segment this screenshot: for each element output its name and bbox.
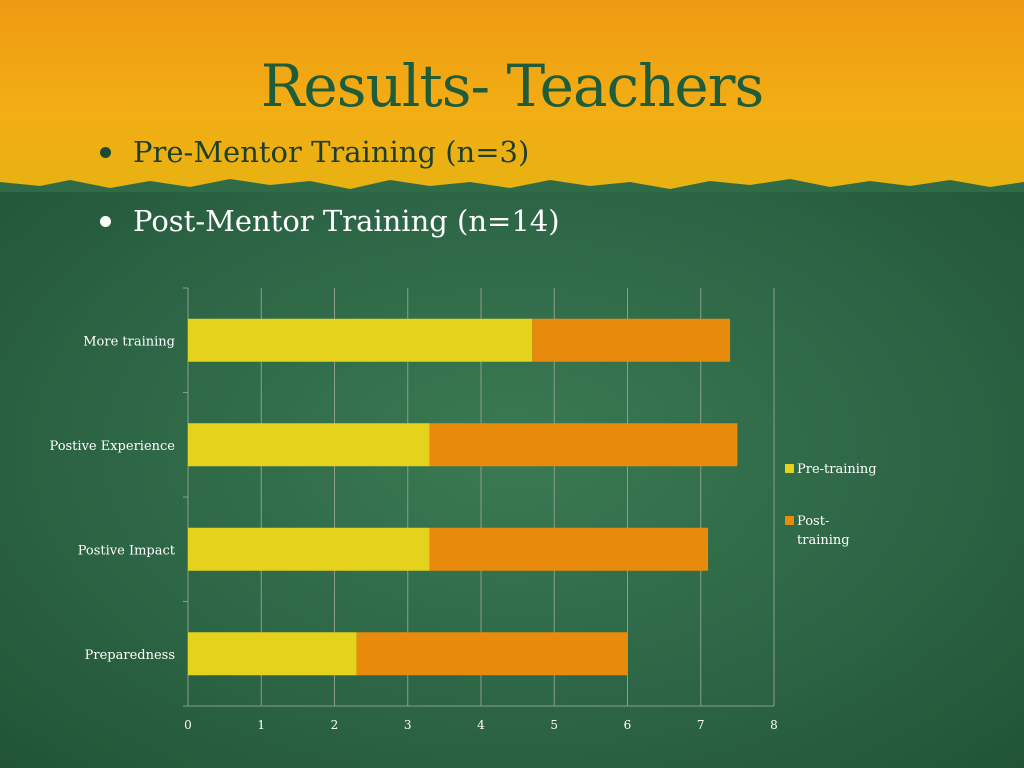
category-label: Preparedness — [85, 648, 175, 663]
category-label: More training — [83, 334, 175, 349]
bullet-text: Post-Mentor Training (n=14) — [133, 204, 560, 238]
x-tick-label: 1 — [257, 718, 265, 732]
x-tick-label: 0 — [184, 718, 192, 732]
legend-label: Pre-training — [797, 462, 877, 477]
x-tick-label: 7 — [697, 718, 705, 732]
bar-pre-training — [188, 632, 357, 676]
x-tick-label: 5 — [550, 718, 558, 732]
bullet-dot-icon — [100, 215, 111, 227]
category-label: Postive Impact — [78, 543, 176, 558]
bar-post-training — [429, 423, 738, 467]
bar-pre-training — [188, 527, 430, 571]
bar-pre-training — [188, 423, 430, 467]
legend-swatch — [785, 516, 794, 525]
bullet-pre-mentor: Pre-Mentor Training (n=3) — [100, 135, 529, 169]
x-tick-label: 2 — [331, 718, 339, 732]
bullet-text: Pre-Mentor Training (n=3) — [133, 135, 530, 169]
legend-swatch — [785, 464, 794, 473]
slide-title: Results- Teachers — [260, 52, 765, 120]
legend-label: Post-training — [797, 514, 850, 548]
bar-post-training — [429, 527, 709, 571]
x-tick-label: 3 — [404, 718, 412, 732]
bar-post-training — [356, 632, 628, 676]
x-tick-label: 4 — [477, 718, 485, 732]
bar-pre-training — [188, 318, 533, 362]
bullet-dot-icon — [100, 146, 111, 158]
bar-post-training — [532, 318, 731, 362]
category-label: Postive Experience — [49, 439, 175, 454]
x-tick-label: 6 — [624, 718, 632, 732]
bullet-post-mentor: Post-Mentor Training (n=14) — [100, 204, 560, 238]
x-tick-label: 8 — [770, 718, 778, 732]
